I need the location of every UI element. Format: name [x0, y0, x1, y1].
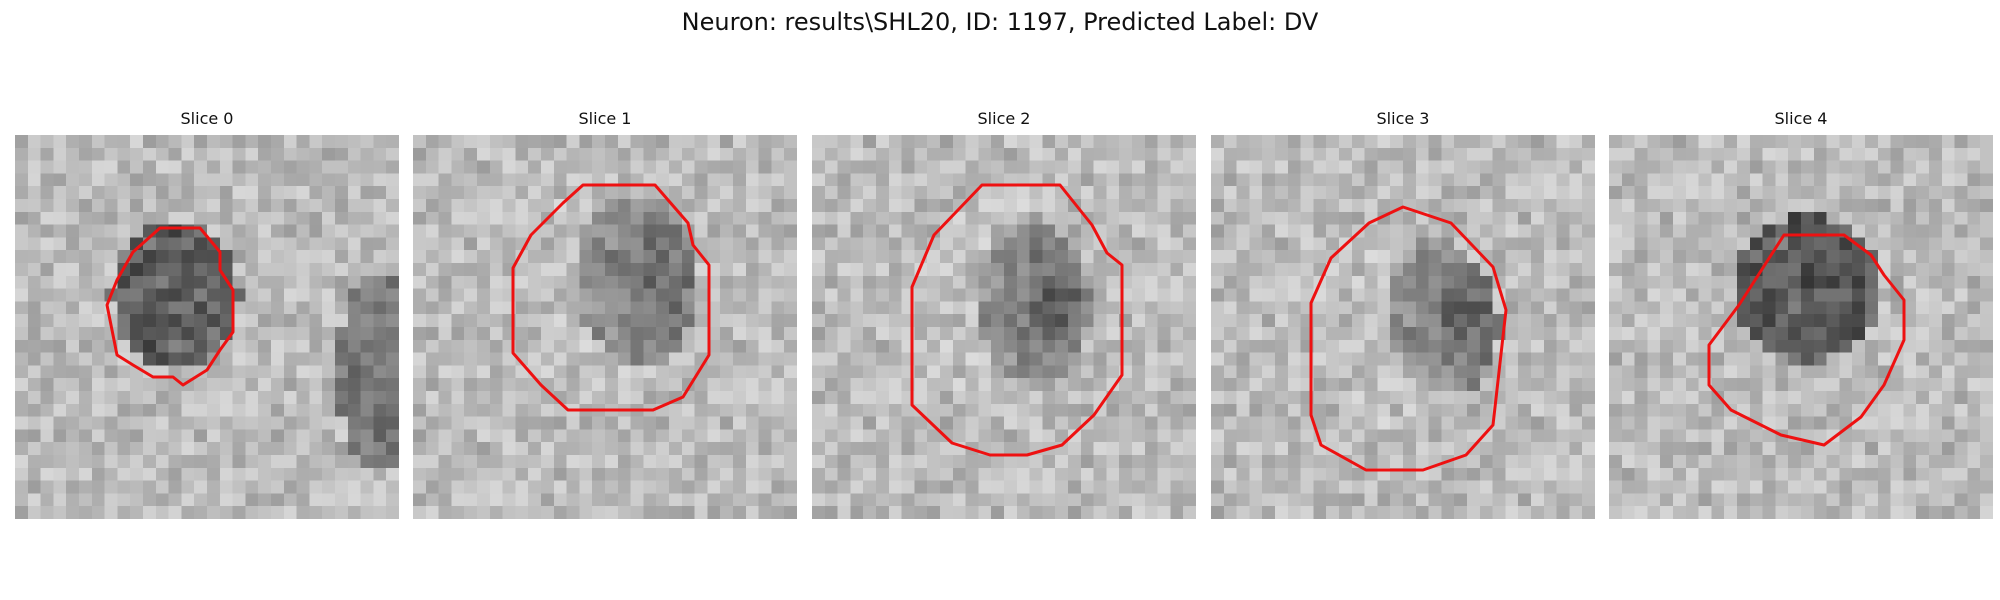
slice-image — [413, 135, 797, 519]
slice-title: Slice 2 — [977, 109, 1031, 128]
slice-title: Slice 1 — [578, 109, 632, 128]
slice-title: Slice 4 — [1774, 109, 1828, 128]
roi-outline — [910, 183, 1124, 457]
slice-panel-3: Slice 3 — [1211, 107, 1595, 519]
slice-panel-4: Slice 4 — [1609, 107, 1993, 519]
roi-outline — [511, 183, 711, 412]
slice-title: Slice 3 — [1376, 109, 1430, 128]
slice-image — [1211, 135, 1595, 519]
slice-panel-0: Slice 0 — [15, 107, 399, 519]
slice-panel-2: Slice 2 — [812, 107, 1196, 519]
slice-image — [15, 135, 399, 519]
figure-title: Neuron: results\SHL20, ID: 1197, Predict… — [681, 8, 1319, 36]
roi-outline — [105, 226, 235, 387]
slice-panel-1: Slice 1 — [413, 107, 797, 519]
roi-outline — [1309, 205, 1508, 472]
roi-outline — [1707, 233, 1906, 447]
slice-title: Slice 0 — [180, 109, 234, 128]
slice-image — [1609, 135, 1993, 519]
